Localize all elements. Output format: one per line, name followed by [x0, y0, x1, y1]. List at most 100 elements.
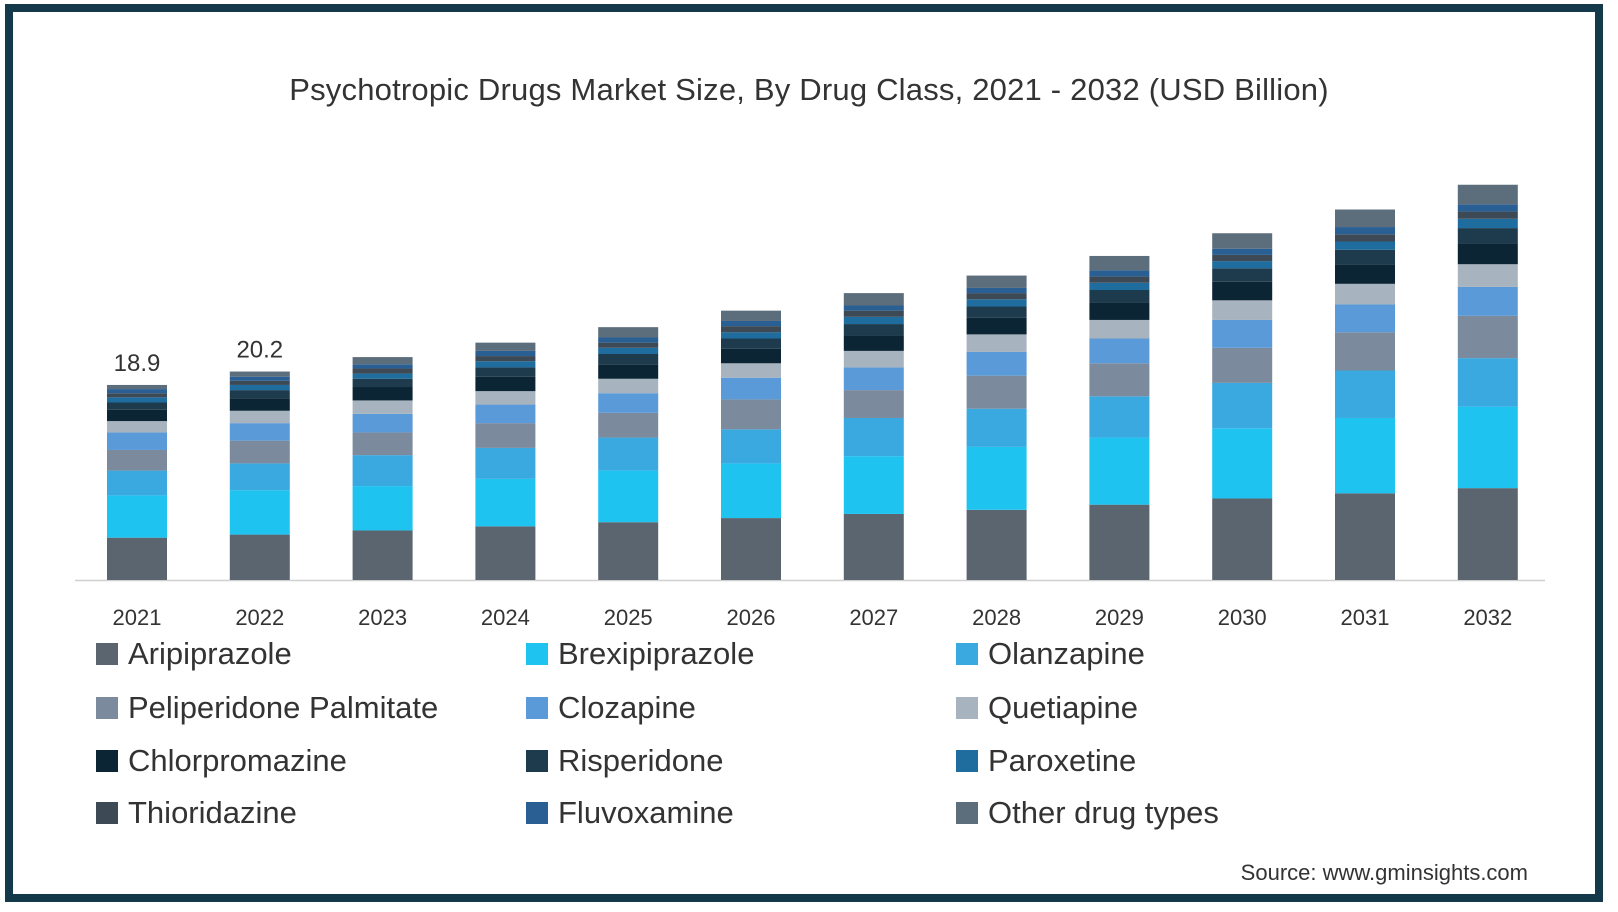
- bar-segment-2030-1: [1212, 428, 1273, 499]
- bar-segment-2031-1: [1335, 417, 1395, 494]
- legend-swatch: [956, 697, 978, 719]
- bar-segment-2022-10: [229, 376, 290, 381]
- bar-segment-2029-9: [1089, 276, 1150, 283]
- source-note: Source: www.gminsights.com: [1240, 860, 1528, 885]
- bar-segment-2032-11: [1457, 184, 1518, 205]
- bar-segment-2021-5: [107, 421, 167, 433]
- bar-segment-2025-6: [598, 364, 659, 379]
- legend-label: Thioridazine: [128, 795, 297, 830]
- legend-item-11: Other drug types: [956, 795, 1219, 831]
- bar-segment-2021-4: [107, 432, 167, 450]
- bar-segment-2024-4: [475, 404, 536, 424]
- x-tick-label-2032: 2032: [1463, 605, 1512, 630]
- bar-segment-2030-3: [1212, 347, 1273, 383]
- legend-swatch: [526, 697, 548, 719]
- bar-segment-2024-1: [475, 478, 536, 527]
- legend-label: Quetiapine: [988, 690, 1138, 725]
- bar-segment-2029-1: [1089, 437, 1150, 505]
- bar-segment-2021-0: [107, 537, 167, 580]
- bar-segment-2027-8: [843, 316, 904, 325]
- legend-item-5: Quetiapine: [956, 690, 1138, 726]
- x-tick-label-2023: 2023: [358, 605, 407, 630]
- bar-segment-2027-6: [843, 335, 904, 351]
- legend-item-8: Paroxetine: [956, 743, 1136, 779]
- bar-segment-2024-5: [475, 391, 536, 405]
- bar-segment-2021-7: [107, 402, 167, 410]
- bar-segment-2030-0: [1212, 498, 1273, 580]
- bar-segment-2030-5: [1212, 300, 1273, 320]
- bar-segment-2030-8: [1212, 261, 1273, 269]
- legend-label: Fluvoxamine: [558, 795, 734, 830]
- bar-segment-2026-5: [721, 363, 781, 378]
- legend-label: Risperidone: [558, 743, 724, 778]
- x-tick-label-2021: 2021: [113, 605, 162, 630]
- bar-segment-2023-3: [352, 432, 413, 456]
- bar-segment-2026-7: [721, 338, 781, 349]
- bar-segment-2026-4: [721, 377, 781, 400]
- legend-swatch: [956, 643, 978, 665]
- bar-segment-2026-3: [721, 399, 781, 430]
- legend-label: Brexipiprazole: [558, 636, 755, 671]
- legend-swatch: [96, 802, 118, 824]
- x-tick-label-2031: 2031: [1341, 605, 1390, 630]
- bar-segment-2024-9: [475, 356, 536, 362]
- bar-segment-2026-6: [721, 348, 781, 364]
- bar-segment-2028-10: [966, 287, 1027, 294]
- bar-segment-2026-2: [721, 429, 781, 464]
- bar-segment-2028-4: [966, 351, 1027, 376]
- legend-label: Aripiprazole: [128, 636, 292, 671]
- bar-segment-2023-10: [352, 364, 413, 369]
- total-label-2022: 20.2: [236, 337, 283, 364]
- bar-segment-2029-2: [1089, 396, 1150, 438]
- bar-segment-2022-2: [229, 463, 290, 491]
- bar-segment-2029-0: [1089, 504, 1150, 580]
- bar-segment-2021-3: [107, 449, 167, 471]
- bar-segment-2027-5: [843, 350, 904, 368]
- bar-segment-2022-8: [229, 384, 290, 391]
- bar-segment-2027-1: [843, 456, 904, 514]
- bar-segment-2031-2: [1335, 370, 1395, 418]
- bar-segment-2030-2: [1212, 382, 1273, 429]
- bar-segment-2029-3: [1089, 363, 1150, 397]
- legend-swatch: [526, 643, 548, 665]
- bar-segment-2021-1: [107, 495, 167, 538]
- legend-item-2: Olanzapine: [956, 636, 1145, 672]
- legend-label: Other drug types: [988, 795, 1219, 830]
- bar-segment-2031-9: [1335, 234, 1395, 242]
- bar-segment-2028-1: [966, 446, 1027, 510]
- bar-segment-2021-8: [107, 397, 167, 403]
- bar-segment-2025-2: [598, 437, 659, 471]
- bar-segment-2025-4: [598, 393, 659, 413]
- bar-segment-2029-7: [1089, 290, 1150, 303]
- legend-swatch: [526, 750, 548, 772]
- total-label-2021: 18.9: [114, 350, 161, 377]
- x-tick-label-2030: 2030: [1218, 605, 1267, 630]
- bar-segment-2021-6: [107, 409, 167, 422]
- bar-segment-2026-1: [721, 463, 781, 519]
- bar-segment-2027-3: [843, 390, 904, 418]
- bar-segment-2021-9: [107, 393, 167, 398]
- bar-segment-2022-1: [229, 490, 290, 535]
- bar-segment-2024-10: [475, 350, 536, 357]
- bar-segment-2023-0: [352, 530, 413, 580]
- bar-segment-2023-7: [352, 378, 413, 388]
- bar-segment-2022-0: [229, 534, 290, 580]
- bar-segment-2027-11: [843, 293, 904, 306]
- bar-segment-2030-4: [1212, 319, 1273, 348]
- bar-segment-2028-11: [966, 275, 1027, 288]
- bar-segment-2024-0: [475, 526, 536, 580]
- bar-segment-2023-8: [352, 373, 413, 379]
- x-tick-label-2025: 2025: [604, 605, 653, 630]
- bar-segment-2022-9: [229, 380, 290, 385]
- legend-item-7: Risperidone: [526, 743, 723, 779]
- bar-segment-2025-9: [598, 342, 659, 348]
- bar-segment-2032-5: [1457, 264, 1518, 287]
- bar-segment-2028-3: [966, 375, 1027, 409]
- bar-segment-2025-10: [598, 337, 659, 343]
- bar-segment-2021-2: [107, 470, 167, 496]
- bar-segment-2028-8: [966, 299, 1027, 307]
- legend-item-4: Clozapine: [526, 690, 696, 726]
- bar-segment-2022-7: [229, 390, 290, 399]
- bar-segment-2027-7: [843, 324, 904, 336]
